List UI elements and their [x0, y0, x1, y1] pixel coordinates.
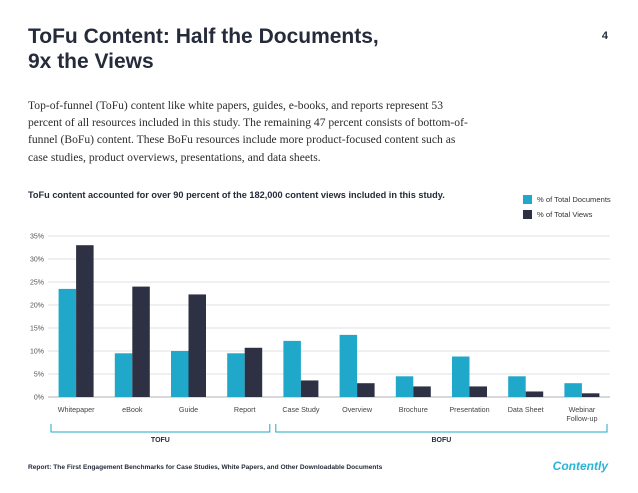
- bar-documents: [58, 288, 77, 397]
- y-tick-label: 10%: [30, 349, 44, 356]
- legend-swatch-documents: [523, 194, 532, 204]
- x-tick-label: Guide: [179, 405, 198, 414]
- y-tick-label: 0%: [34, 395, 44, 402]
- legend-label-documents: % of Total Documents: [537, 194, 611, 204]
- bar-views: [76, 245, 94, 397]
- bar-documents: [227, 353, 245, 397]
- legend-label-views: % of Total Views: [537, 209, 593, 219]
- y-tick-label: 25%: [30, 280, 44, 287]
- bar-documents: [114, 353, 133, 397]
- x-tick-label: Data Sheet: [508, 405, 544, 414]
- x-tick-label: Follow-up: [566, 414, 597, 423]
- bar-documents: [283, 340, 301, 397]
- legend-swatch-views: [523, 209, 532, 219]
- x-tick-label: Whitepaper: [58, 405, 95, 414]
- footer-source: Report: The First Engagement Benchmarks …: [28, 464, 383, 471]
- contently-logo: Contently: [552, 459, 608, 473]
- group-bracket-bofu: [275, 424, 608, 433]
- x-tick-label: Overview: [342, 405, 373, 414]
- bar-views: [357, 383, 375, 397]
- title-line-2: 9x the Views: [28, 50, 154, 73]
- y-tick-label: 5%: [34, 372, 44, 379]
- bar-views: [469, 386, 487, 397]
- bar-views: [525, 391, 544, 397]
- bar-documents: [508, 376, 526, 397]
- body-paragraph: Top-of-funnel (ToFu) content like white …: [28, 99, 468, 164]
- chart-caption: ToFu content accounted for over 90 perce…: [28, 190, 445, 200]
- group-label-bofu: BOFU: [431, 437, 451, 444]
- x-tick-label: eBook: [122, 405, 143, 414]
- bar-documents: [564, 383, 582, 397]
- y-tick-label: 30%: [30, 257, 44, 264]
- bar-documents: [395, 376, 414, 397]
- x-tick-label: Case Study: [282, 405, 320, 414]
- bar-documents: [339, 334, 358, 397]
- x-tick-label: Webinar: [569, 405, 596, 414]
- bar-views: [244, 347, 263, 397]
- y-tick-label: 15%: [30, 326, 44, 333]
- group-label-tofu: TOFU: [151, 437, 170, 444]
- x-tick-label: Presentation: [449, 405, 489, 414]
- bar-views: [132, 286, 150, 397]
- legend-item-documents: % of Total Documents: [523, 193, 611, 205]
- bar-views: [188, 294, 206, 397]
- y-tick-label: 35%: [30, 234, 44, 241]
- chart-legend: % of Total Documents % of Total Views: [523, 193, 611, 223]
- x-tick-label: Brochure: [399, 405, 428, 414]
- page-number: 4: [601, 30, 608, 42]
- legend-item-views: % of Total Views: [523, 208, 611, 220]
- bar-views: [300, 380, 319, 397]
- title-line-1: ToFu Content: Half the Documents,: [28, 25, 379, 48]
- group-bracket-tofu: [50, 424, 271, 433]
- y-tick-label: 20%: [30, 303, 44, 310]
- page-title: ToFu Content: Half the Documents, 9x the…: [28, 24, 548, 74]
- bar-views: [413, 386, 431, 397]
- x-tick-label: Report: [234, 405, 256, 414]
- bar-documents: [171, 351, 189, 397]
- bar-views: [581, 393, 600, 397]
- bar-documents: [452, 356, 470, 397]
